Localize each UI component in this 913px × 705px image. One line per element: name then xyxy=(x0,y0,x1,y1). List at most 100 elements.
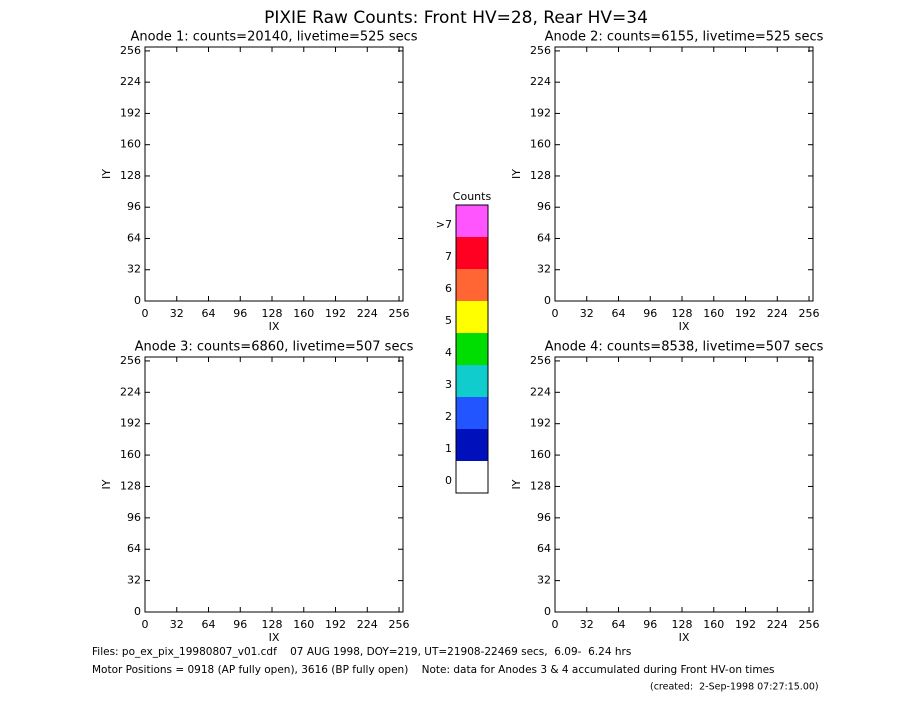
x-tick-label: 224 xyxy=(767,618,788,631)
y-tick-label: 160 xyxy=(530,448,551,461)
plot-frame xyxy=(554,356,814,613)
x-tick-label: 160 xyxy=(293,307,314,320)
plot-frame xyxy=(554,46,814,302)
x-tick-label: 32 xyxy=(170,618,184,631)
x-tick-label: 160 xyxy=(703,618,724,631)
x-tick-label: 160 xyxy=(293,618,314,631)
y-axis-label: IY xyxy=(510,169,523,179)
x-axis-label: IX xyxy=(679,631,690,644)
y-tick-label: 224 xyxy=(530,385,551,398)
x-tick-label: 96 xyxy=(643,618,657,631)
footer-created: (created: 2-Sep-1998 07:27:15.00) xyxy=(650,682,819,693)
footer-files: Files: po_ex_pix_19980807_v01.cdf 07 AUG… xyxy=(92,646,631,658)
y-tick-label: 0 xyxy=(544,294,551,307)
y-tick-label: 192 xyxy=(120,106,141,119)
x-tick-label: 64 xyxy=(202,618,216,631)
y-tick-label: 32 xyxy=(127,263,141,276)
y-tick-label: 256 xyxy=(120,44,141,57)
colorbar-swatch xyxy=(456,461,488,493)
x-tick-label: 224 xyxy=(357,307,378,320)
x-tick-label: 192 xyxy=(325,618,346,631)
x-tick-label: 192 xyxy=(735,307,756,320)
y-tick-label: 224 xyxy=(530,75,551,88)
x-axis-label: IX xyxy=(269,631,280,644)
plot-frame xyxy=(144,46,404,302)
colorbar-label: 4 xyxy=(445,346,452,359)
colorbar-label: 1 xyxy=(445,442,452,455)
x-tick-label: 256 xyxy=(389,618,410,631)
x-tick-label: 128 xyxy=(672,618,693,631)
y-tick-label: 192 xyxy=(120,417,141,430)
y-tick-label: 64 xyxy=(127,231,141,244)
panel-title: Anode 1: counts=20140, livetime=525 secs xyxy=(130,30,417,45)
colorbar-label: >7 xyxy=(436,218,452,231)
x-tick-label: 256 xyxy=(799,307,820,320)
x-tick-label: 32 xyxy=(170,307,184,320)
x-tick-label: 64 xyxy=(612,618,626,631)
colorbar-swatch xyxy=(456,333,488,365)
x-tick-label: 32 xyxy=(580,307,594,320)
x-tick-label: 128 xyxy=(262,307,283,320)
x-tick-label: 64 xyxy=(612,307,626,320)
colorbar-swatch xyxy=(456,397,488,429)
y-tick-label: 224 xyxy=(120,75,141,88)
colorbar-swatch xyxy=(456,237,488,269)
y-tick-label: 224 xyxy=(120,385,141,398)
y-tick-label: 64 xyxy=(537,542,551,555)
x-tick-label: 64 xyxy=(202,307,216,320)
x-tick-label: 256 xyxy=(389,307,410,320)
colorbar-label: 5 xyxy=(445,314,452,327)
x-axis-label: IX xyxy=(679,320,690,333)
y-tick-label: 0 xyxy=(544,605,551,618)
y-tick-label: 32 xyxy=(537,263,551,276)
x-tick-label: 160 xyxy=(703,307,724,320)
colorbar-swatch xyxy=(456,365,488,397)
colorbar-swatch xyxy=(456,429,488,461)
y-tick-label: 32 xyxy=(127,574,141,587)
y-tick-label: 256 xyxy=(530,354,551,367)
x-tick-label: 0 xyxy=(142,307,149,320)
y-tick-label: 256 xyxy=(530,44,551,57)
panel-title: Anode 3: counts=6860, livetime=507 secs xyxy=(135,340,414,355)
y-axis-label: IY xyxy=(100,169,113,179)
y-tick-label: 96 xyxy=(127,511,141,524)
y-tick-label: 192 xyxy=(530,106,551,119)
colorbar-title: Counts xyxy=(453,190,492,203)
y-tick-label: 256 xyxy=(120,354,141,367)
x-tick-label: 0 xyxy=(552,618,559,631)
plot-frame xyxy=(144,356,404,613)
footer-motor: Motor Positions = 0918 (AP fully open), … xyxy=(92,664,775,676)
panel-title: Anode 2: counts=6155, livetime=525 secs xyxy=(545,30,824,45)
y-tick-label: 96 xyxy=(537,511,551,524)
colorbar-label: 0 xyxy=(445,474,452,487)
y-axis-label: IY xyxy=(510,479,523,489)
y-axis-label: IY xyxy=(100,479,113,489)
y-tick-label: 128 xyxy=(530,169,551,182)
x-axis-label: IX xyxy=(269,320,280,333)
x-tick-label: 96 xyxy=(233,618,247,631)
x-tick-label: 192 xyxy=(325,307,346,320)
y-tick-label: 128 xyxy=(530,479,551,492)
colorbar-label: 2 xyxy=(445,410,452,423)
x-tick-label: 192 xyxy=(735,618,756,631)
colorbar-swatch xyxy=(456,269,488,301)
colorbar-label: 7 xyxy=(445,250,452,263)
x-tick-label: 32 xyxy=(580,618,594,631)
y-tick-label: 96 xyxy=(537,200,551,213)
y-tick-label: 192 xyxy=(530,417,551,430)
y-tick-label: 128 xyxy=(120,169,141,182)
y-tick-label: 64 xyxy=(127,542,141,555)
y-tick-label: 0 xyxy=(134,605,141,618)
y-tick-label: 32 xyxy=(537,574,551,587)
panel-title: Anode 4: counts=8538, livetime=507 secs xyxy=(545,340,824,355)
colorbar-label: 6 xyxy=(445,282,452,295)
x-tick-label: 0 xyxy=(552,307,559,320)
colorbar-frame xyxy=(455,204,489,494)
x-tick-label: 0 xyxy=(142,618,149,631)
x-tick-label: 96 xyxy=(233,307,247,320)
colorbar-swatch xyxy=(456,205,488,237)
x-tick-label: 128 xyxy=(672,307,693,320)
y-tick-label: 64 xyxy=(537,231,551,244)
colorbar-label: 3 xyxy=(445,378,452,391)
